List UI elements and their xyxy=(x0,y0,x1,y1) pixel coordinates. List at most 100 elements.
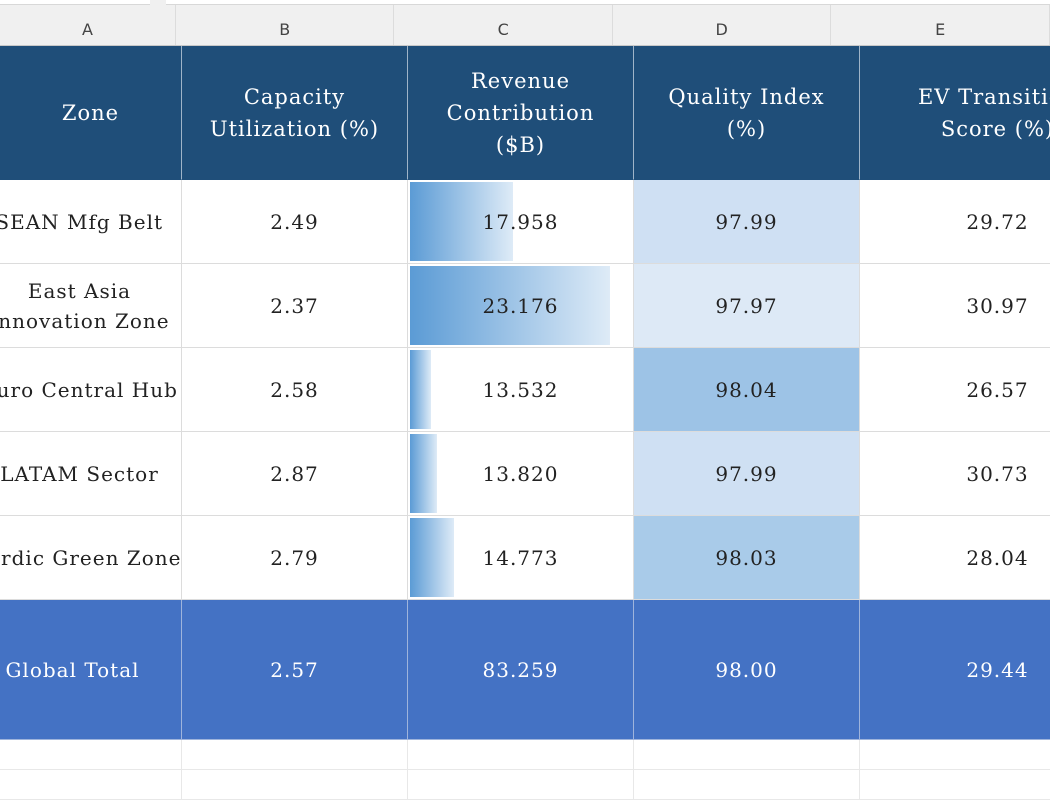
ev-value: 30.97 xyxy=(966,293,1029,318)
revenue-value: 14.773 xyxy=(482,545,559,570)
quality-value: 97.97 xyxy=(715,293,778,318)
table-row: LATAM Sector 2.87 13.820 97.99 30.73 xyxy=(0,432,1050,516)
column-header-e[interactable]: E xyxy=(831,5,1050,45)
empty-cell[interactable] xyxy=(182,770,408,800)
quality-cell[interactable]: 97.99 xyxy=(634,432,860,516)
column-header-b[interactable]: B xyxy=(176,5,395,45)
column-header-a[interactable]: A xyxy=(0,5,176,45)
empty-cell[interactable] xyxy=(634,770,860,800)
capacity-value: 2.37 xyxy=(270,293,319,318)
empty-cell[interactable] xyxy=(860,740,1050,770)
empty-cell[interactable] xyxy=(634,740,860,770)
quality-value: 98.04 xyxy=(715,377,778,402)
ev-value: 29.72 xyxy=(966,209,1029,234)
empty-cell[interactable] xyxy=(860,770,1050,800)
zone-cell[interactable]: Euro Central Hub xyxy=(0,348,182,432)
quality-value: 98.03 xyxy=(715,545,778,570)
quality-cell[interactable]: 97.99 xyxy=(634,180,860,264)
revenue-data-bar xyxy=(410,518,454,597)
empty-row xyxy=(0,770,1050,800)
zone-label: Nordic Green Zone xyxy=(0,545,182,570)
ev-value: 26.57 xyxy=(966,377,1029,402)
revenue-value: 23.176 xyxy=(482,293,559,318)
zone-label: Euro Central Hub xyxy=(0,377,178,402)
top-strip xyxy=(0,0,1050,5)
ev-cell[interactable]: 26.57 xyxy=(860,348,1050,432)
capacity-cell[interactable]: 2.49 xyxy=(182,180,408,264)
total-zone-cell[interactable]: Global Total xyxy=(0,600,182,740)
total-label: Global Total xyxy=(5,657,140,682)
revenue-data-bar xyxy=(410,182,513,261)
header-zone-label: Zone xyxy=(61,100,120,125)
capacity-cell[interactable]: 2.58 xyxy=(182,348,408,432)
header-capacity-label: Capacity Utilization (%) xyxy=(209,84,380,141)
zone-cell[interactable]: LATAM Sector xyxy=(0,432,182,516)
header-ev[interactable]: EV Transition Score (%) xyxy=(860,46,1050,180)
spreadsheet-grid: Zone Capacity Utilization (%) Revenue Co… xyxy=(0,46,1050,800)
column-header-c[interactable]: C xyxy=(394,5,613,45)
revenue-value: 13.532 xyxy=(482,377,559,402)
column-header-d[interactable]: D xyxy=(613,5,832,45)
revenue-cell[interactable]: 23.176 xyxy=(408,264,634,348)
empty-cell[interactable] xyxy=(182,740,408,770)
quality-value: 97.99 xyxy=(715,461,778,486)
revenue-data-bar xyxy=(410,266,610,345)
empty-cell[interactable] xyxy=(408,770,634,800)
table-row: East Asia Innovation Zone 2.37 23.176 97… xyxy=(0,264,1050,348)
ev-cell[interactable]: 30.97 xyxy=(860,264,1050,348)
total-revenue-cell[interactable]: 83.259 xyxy=(408,600,634,740)
tab-notch xyxy=(150,0,166,5)
total-ev-value: 29.44 xyxy=(966,657,1029,682)
quality-cell[interactable]: 97.97 xyxy=(634,264,860,348)
revenue-value: 13.820 xyxy=(482,461,559,486)
ev-cell[interactable]: 28.04 xyxy=(860,516,1050,600)
quality-cell[interactable]: 98.04 xyxy=(634,348,860,432)
capacity-cell[interactable]: 2.79 xyxy=(182,516,408,600)
capacity-cell[interactable]: 2.87 xyxy=(182,432,408,516)
quality-value: 97.99 xyxy=(715,209,778,234)
header-revenue[interactable]: Revenue Contribution ($B) xyxy=(408,46,634,180)
total-ev-cell[interactable]: 29.44 xyxy=(860,600,1050,740)
empty-cell[interactable] xyxy=(0,770,182,800)
zone-label: LATAM Sector xyxy=(0,461,159,486)
header-zone[interactable]: Zone xyxy=(0,46,182,180)
revenue-cell[interactable]: 17.958 xyxy=(408,180,634,264)
capacity-value: 2.79 xyxy=(270,545,319,570)
column-headers: A B C D E xyxy=(0,5,1050,46)
total-row: Global Total 2.57 83.259 98.00 29.44 xyxy=(0,600,1050,740)
total-quality-value: 98.00 xyxy=(715,657,778,682)
total-quality-cell[interactable]: 98.00 xyxy=(634,600,860,740)
header-revenue-label: Revenue Contribution ($B) xyxy=(446,68,595,157)
table-header-row: Zone Capacity Utilization (%) Revenue Co… xyxy=(0,46,1050,180)
capacity-cell[interactable]: 2.37 xyxy=(182,264,408,348)
header-ev-label: EV Transition Score (%) xyxy=(917,84,1050,141)
revenue-cell[interactable]: 13.820 xyxy=(408,432,634,516)
zone-label: ASEAN Mfg Belt xyxy=(0,209,164,234)
revenue-data-bar xyxy=(410,434,437,513)
header-quality-label: Quality Index (%) xyxy=(668,84,825,141)
zone-cell[interactable]: ASEAN Mfg Belt xyxy=(0,180,182,264)
empty-row xyxy=(0,740,1050,770)
total-capacity-cell[interactable]: 2.57 xyxy=(182,600,408,740)
zone-cell[interactable]: East Asia Innovation Zone xyxy=(0,264,182,348)
table-row: Nordic Green Zone 2.79 14.773 98.03 28.0… xyxy=(0,516,1050,600)
empty-cell[interactable] xyxy=(408,740,634,770)
ev-cell[interactable]: 30.73 xyxy=(860,432,1050,516)
ev-value: 28.04 xyxy=(966,545,1029,570)
zone-cell[interactable]: Nordic Green Zone xyxy=(0,516,182,600)
revenue-cell[interactable]: 13.532 xyxy=(408,348,634,432)
ev-value: 30.73 xyxy=(966,461,1029,486)
zone-label: East Asia Innovation Zone xyxy=(0,278,170,333)
revenue-value: 17.958 xyxy=(482,209,559,234)
ev-cell[interactable]: 29.72 xyxy=(860,180,1050,264)
revenue-data-bar xyxy=(410,350,431,429)
total-revenue-value: 83.259 xyxy=(482,657,559,682)
total-capacity-value: 2.57 xyxy=(270,657,319,682)
capacity-value: 2.58 xyxy=(270,377,319,402)
table-row: Euro Central Hub 2.58 13.532 98.04 26.57 xyxy=(0,348,1050,432)
revenue-cell[interactable]: 14.773 xyxy=(408,516,634,600)
quality-cell[interactable]: 98.03 xyxy=(634,516,860,600)
header-capacity[interactable]: Capacity Utilization (%) xyxy=(182,46,408,180)
header-quality[interactable]: Quality Index (%) xyxy=(634,46,860,180)
empty-cell[interactable] xyxy=(0,740,182,770)
